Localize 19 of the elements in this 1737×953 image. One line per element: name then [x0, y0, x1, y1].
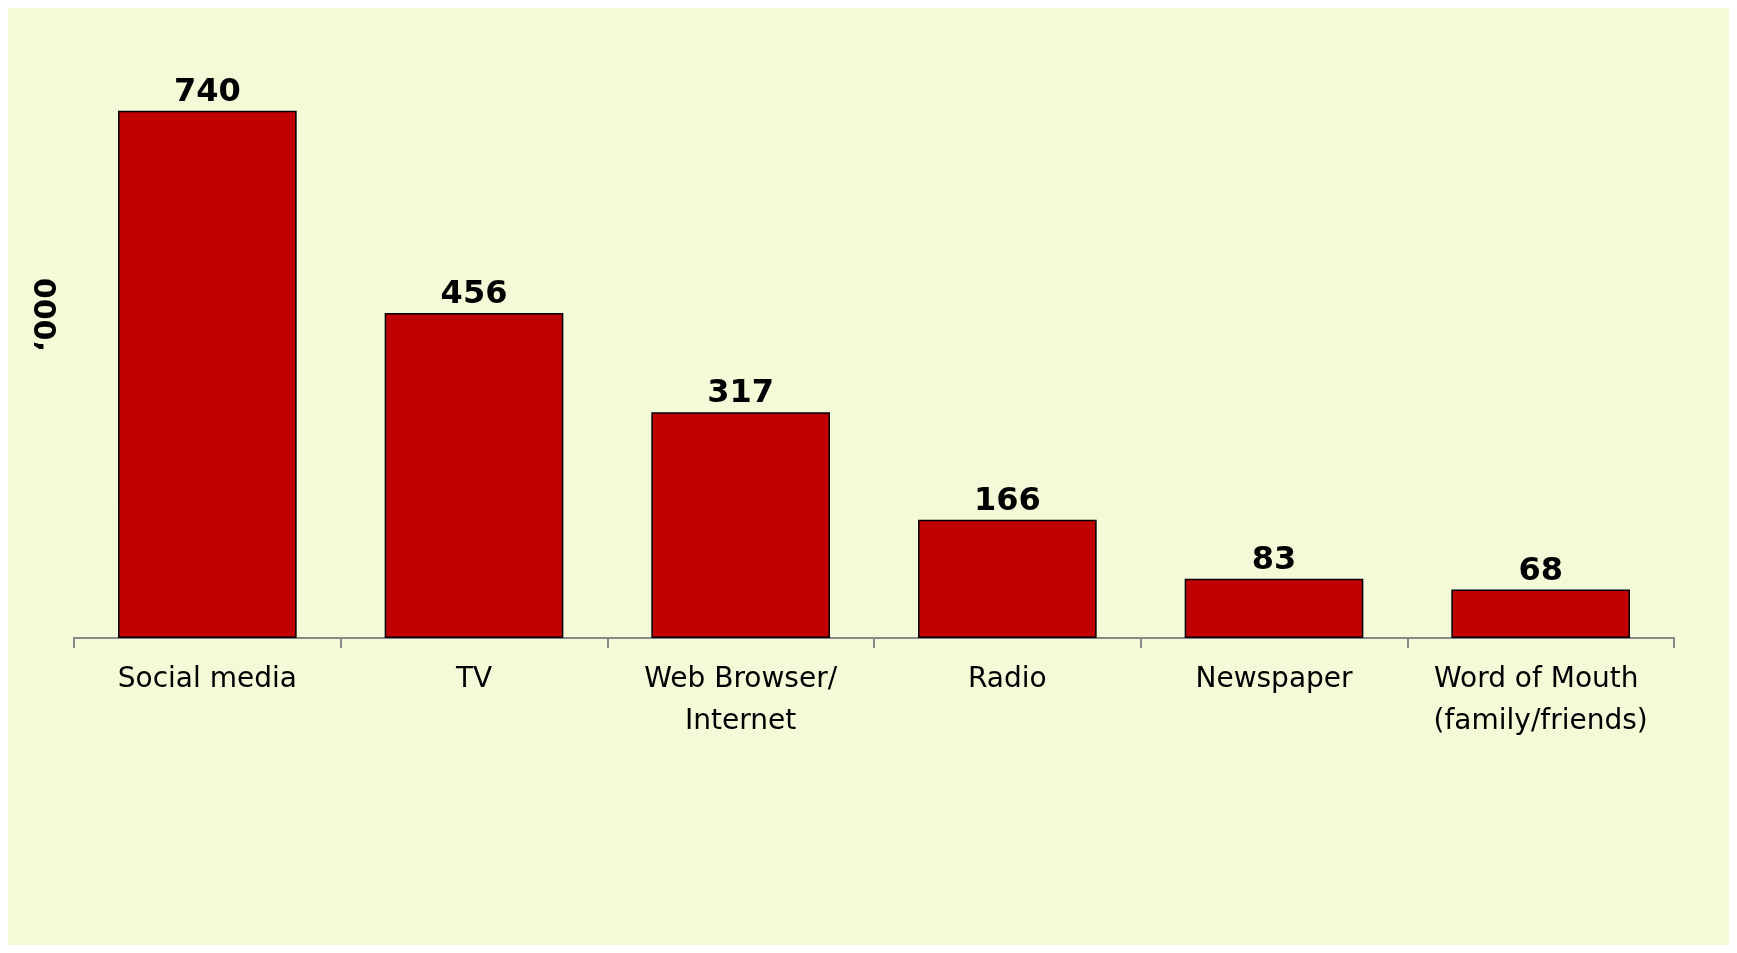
- x-tick-label: TV: [454, 660, 493, 694]
- x-tick-label: Word of Mouth (family/friends): [1433, 660, 1648, 736]
- data-label: 740: [173, 70, 241, 109]
- x-tick-label: Web Browser/Internet: [644, 660, 838, 736]
- data-label: 68: [1518, 549, 1563, 588]
- bar: [118, 110, 297, 638]
- bar: [1184, 578, 1364, 638]
- data-label: 83: [1251, 538, 1297, 577]
- data-label: 166: [973, 479, 1041, 518]
- x-tick-label: Newspaper: [1195, 660, 1354, 694]
- bar: [384, 313, 564, 638]
- data-label: 456: [440, 273, 508, 312]
- data-label: 317: [707, 372, 775, 411]
- bar: [918, 519, 1097, 638]
- x-tick-label: Social media: [117, 660, 297, 694]
- x-tick-label: Radio: [967, 660, 1047, 694]
- bar: [1451, 589, 1630, 638]
- y-axis-title: ‘000: [27, 277, 63, 353]
- bar: [651, 412, 830, 638]
